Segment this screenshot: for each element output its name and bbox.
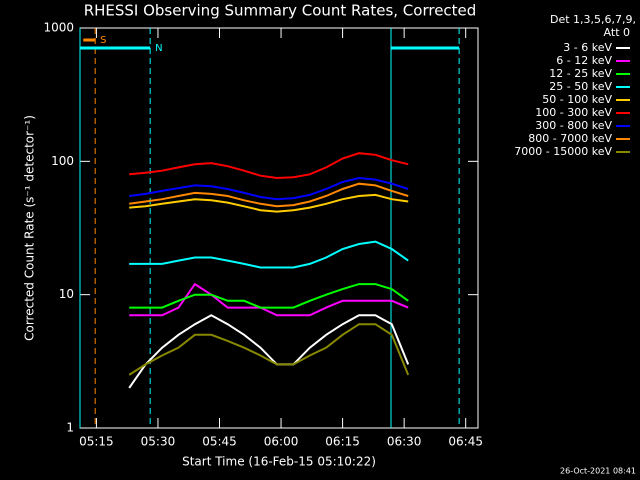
- chart-title: RHESSI Observing Summary Count Rates, Co…: [84, 2, 477, 20]
- legend-label: 12 - 25 keV: [549, 67, 612, 80]
- x-tick-label: 05:15: [79, 435, 114, 449]
- legend-label: 6 - 12 keV: [556, 54, 612, 67]
- x-axis-label: Start Time (16-Feb-15 05:10:22): [182, 455, 376, 469]
- x-tick-label: 06:00: [264, 435, 299, 449]
- series-line: [129, 152, 409, 180]
- flag-label: N: [155, 43, 162, 54]
- legend-label: 800 - 7000 keV: [528, 132, 612, 145]
- x-tick-label: 06:30: [387, 435, 422, 449]
- series-line: [128, 323, 410, 376]
- y-tick-label: 1000: [43, 21, 74, 35]
- legend-title: Det 1,3,5,6,7,9,: [550, 13, 636, 26]
- legend-label: 300 - 800 keV: [535, 119, 612, 132]
- legend-label: 7000 - 15000 keV: [514, 145, 612, 158]
- y-tick-label: 10: [59, 287, 74, 301]
- series-line: [129, 193, 409, 213]
- series-line: [129, 182, 409, 208]
- x-tick-label: 06:15: [325, 435, 360, 449]
- legend-title: Att 0: [604, 26, 630, 39]
- legend-label: 50 - 100 keV: [542, 93, 612, 106]
- flag-label: S: [100, 35, 106, 46]
- x-tick-label: 05:30: [141, 435, 176, 449]
- series-line: [128, 314, 410, 389]
- series-line: [129, 176, 409, 201]
- series-line: [129, 240, 409, 269]
- legend-label: 100 - 300 keV: [535, 106, 612, 119]
- y-axis-label: Corrected Count Rate (s⁻¹ detector⁻¹): [23, 115, 37, 341]
- legend-label: 3 - 6 keV: [563, 41, 612, 54]
- timestamp: 26-Oct-2021 08:41: [560, 467, 636, 476]
- y-tick-label: 100: [51, 154, 74, 168]
- series-line: [129, 282, 409, 317]
- series-line: [129, 283, 409, 309]
- x-tick-label: 06:45: [448, 435, 483, 449]
- legend-label: 25 - 50 keV: [549, 80, 612, 93]
- y-tick-label: 1: [66, 421, 74, 435]
- x-tick-label: 05:45: [202, 435, 237, 449]
